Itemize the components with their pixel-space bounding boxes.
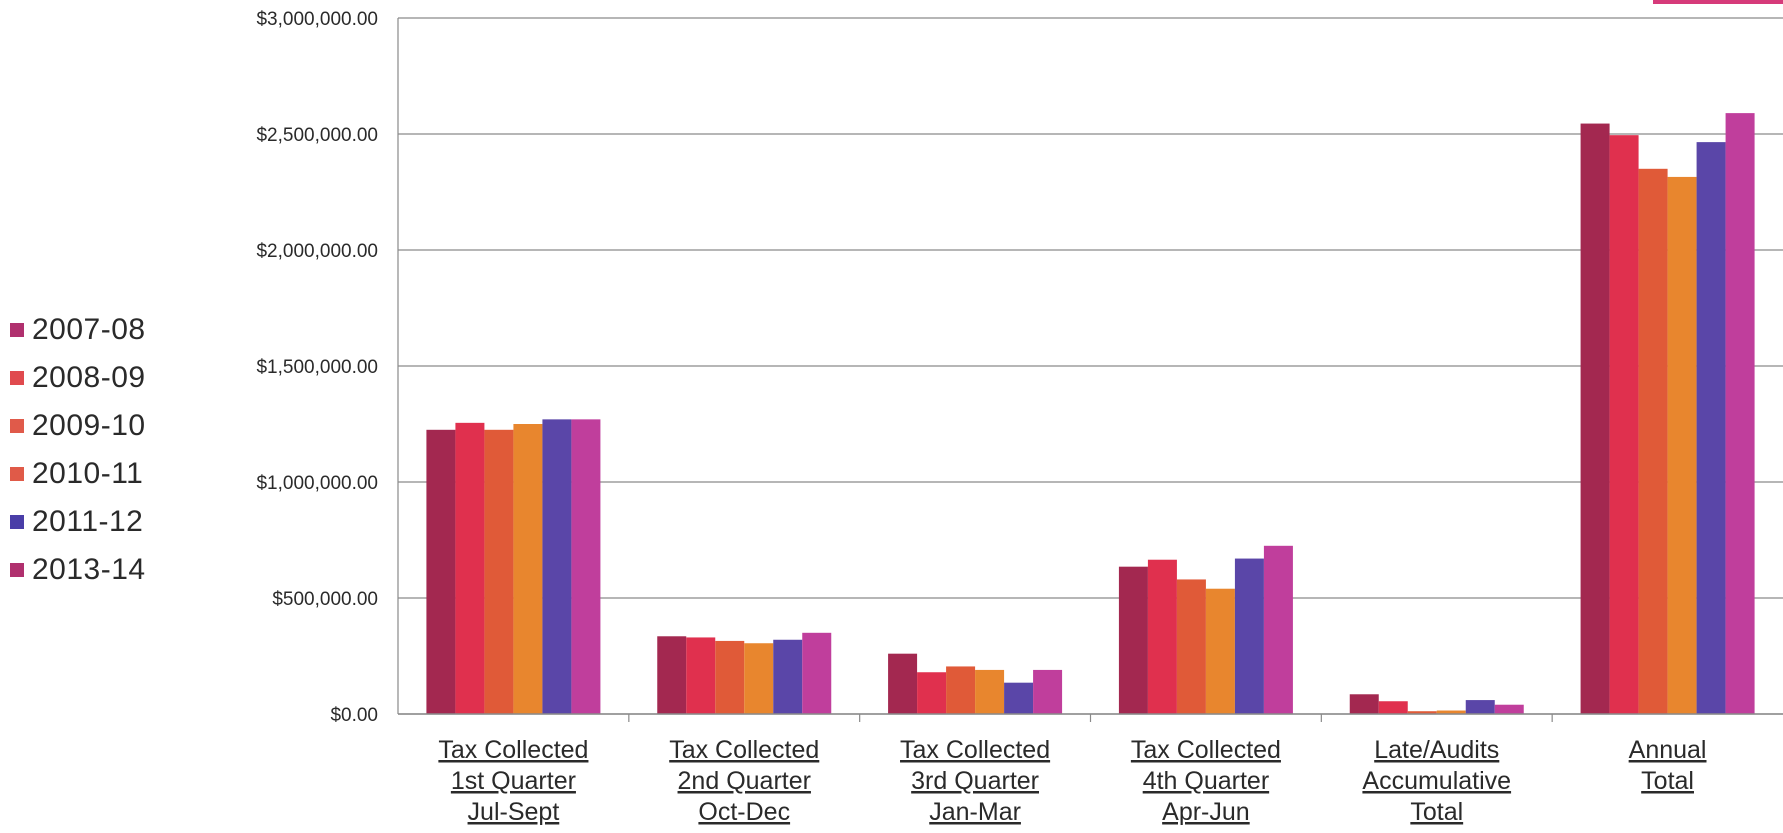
bar [946, 666, 976, 714]
legend-label: 2009-10 [32, 409, 146, 442]
bar [1118, 566, 1148, 714]
bar [1234, 558, 1264, 714]
legend-label: 2008-09 [32, 361, 146, 394]
x-tick-label: Accumulative [1362, 767, 1511, 795]
legend: 2007-08 2008-09 2009-10 2010-11 2011-12 … [10, 306, 146, 594]
legend-item: 2010-11 [10, 450, 146, 498]
legend-label: 2007-08 [32, 313, 146, 346]
bar [1263, 545, 1293, 714]
bar [888, 653, 918, 714]
x-tick-label: Late/Audits [1374, 736, 1499, 764]
x-tick-label: Annual [1629, 736, 1707, 764]
x-tick-label: 3rd Quarter [911, 767, 1039, 795]
bar [744, 643, 774, 714]
bar [1349, 694, 1379, 714]
legend-item: 2007-08 [10, 306, 146, 354]
x-tick-label: Jan-Mar [929, 798, 1021, 826]
bar [571, 419, 601, 714]
bar [1205, 588, 1235, 714]
bar [975, 669, 1005, 714]
legend-item: 2008-09 [10, 354, 146, 402]
legend-swatch [10, 467, 24, 481]
y-tick-label: $1,000,000.00 [256, 473, 378, 494]
legend-swatch [10, 419, 24, 433]
bar [1580, 123, 1610, 714]
x-tick-label: Tax Collected [900, 736, 1050, 764]
x-tick-label: 2nd Quarter [678, 767, 811, 795]
y-tick-label: $2,500,000.00 [256, 125, 378, 146]
x-tick-label: Jul-Sept [468, 798, 560, 826]
bar [715, 640, 745, 714]
bar [1176, 579, 1206, 714]
bar [1147, 559, 1177, 714]
legend-item: 2011-12 [10, 498, 146, 546]
x-tick-label: 4th Quarter [1143, 767, 1269, 795]
bar [686, 637, 716, 714]
bar [1465, 700, 1495, 714]
bar [1725, 113, 1755, 715]
bar [1378, 701, 1408, 714]
y-tick-label: $500,000.00 [272, 589, 378, 610]
legend-swatch [10, 563, 24, 577]
x-tick-label: Total [1641, 767, 1694, 795]
y-tick-label: $2,000,000.00 [256, 241, 378, 262]
bar [1033, 669, 1063, 714]
bar [484, 429, 514, 714]
x-tick-label: 1st Quarter [451, 767, 576, 795]
bar [1667, 176, 1697, 715]
legend-item: 2009-10 [10, 402, 146, 450]
bar [917, 672, 947, 714]
bar [1436, 710, 1466, 714]
bar [542, 419, 572, 714]
legend-item: 2013-14 [10, 546, 146, 594]
y-tick-label: $0.00 [330, 705, 378, 726]
legend-swatch [10, 371, 24, 385]
y-tick-label: $3,000,000.00 [256, 9, 378, 30]
bar [773, 639, 803, 714]
x-tick-label: Apr-Jun [1162, 798, 1250, 826]
x-tick-label: Total [1410, 798, 1463, 826]
bar [426, 429, 456, 714]
bar [1004, 682, 1034, 714]
bar [1407, 711, 1437, 714]
bar [1696, 142, 1726, 714]
legend-label: 2010-11 [32, 457, 144, 490]
bar [455, 422, 485, 714]
x-tick-label: Tax Collected [438, 736, 588, 764]
legend-swatch [10, 515, 24, 529]
bar [1638, 168, 1668, 715]
x-tick-label: Tax Collected [1131, 736, 1281, 764]
bar [657, 636, 687, 714]
bar [513, 424, 543, 714]
legend-swatch [10, 323, 24, 337]
legend-label: 2011-12 [32, 505, 144, 538]
x-tick-label: Tax Collected [669, 736, 819, 764]
legend-label: 2013-14 [32, 553, 146, 586]
bar [1609, 135, 1639, 714]
x-tick-label: Oct-Dec [698, 798, 790, 826]
corner-mark [1653, 0, 1783, 4]
bar [1494, 704, 1524, 714]
y-tick-label: $1,500,000.00 [256, 357, 378, 378]
bar [802, 632, 832, 714]
